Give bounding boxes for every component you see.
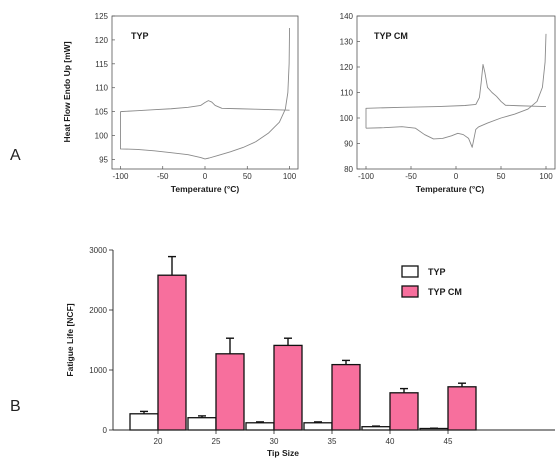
dsc-typ-curve-upper	[120, 100, 290, 113]
dsc-typ-cm-xtick-label: -100	[358, 172, 375, 181]
dsc-chart-typ: -100 -50 0 50 100 95 100 105 110 115 120 125 TYP Te…	[62, 12, 299, 194]
bar-xtick-label: 20	[154, 437, 163, 446]
bar-legend: TYP TYP CM	[401, 265, 462, 298]
dsc-typ-curves	[120, 27, 290, 160]
dsc-typ-cm-ytick-label: 120	[340, 63, 354, 72]
dsc-typ-cm-ytick-label: 90	[344, 140, 353, 149]
bar-typ-cm-30	[273, 344, 303, 431]
dsc-typ-cm-ytick-label: 80	[344, 165, 353, 174]
dsc-typ-cm-ytick-label: 140	[340, 12, 354, 21]
legend-label-typ: TYP	[428, 267, 446, 277]
dsc-typ-cm-title: TYP CM	[374, 31, 408, 41]
bar-ylabel: Fatigue Life [NCF]	[65, 303, 75, 376]
dsc-typ-ticks: -100 -50 0 50 100 95 100 105 110 115 120 125	[95, 12, 297, 181]
dsc-typ-cm-xtick-label: 50	[497, 172, 506, 181]
dsc-typ-cm-ticks: -100 -50 0 50 100 80 90 100 110 120 130 140	[340, 12, 554, 181]
dsc-typ-cm-ytick-label: 130	[340, 38, 354, 47]
bar-typ-35	[303, 422, 333, 431]
legend-swatch-typ-cm	[401, 285, 419, 298]
dsc-typ-ylabel: Heat Flow Endo Up [mW]	[62, 41, 72, 142]
dsc-typ-xtick-label: 100	[283, 172, 297, 181]
bar-xtick-label: 30	[270, 437, 279, 446]
dsc-typ-xtick-label: -100	[112, 172, 129, 181]
dsc-typ-ytick-label: 95	[99, 155, 108, 164]
dsc-typ-cm-ytick-label: 100	[340, 114, 354, 123]
panel-label-b: B	[10, 398, 21, 415]
dsc-typ-cm-curves	[365, 33, 547, 148]
bar-xtick-label: 25	[212, 437, 221, 446]
dsc-typ-cm-xtick-label: 100	[539, 172, 553, 181]
dsc-typ-title: TYP	[131, 31, 149, 41]
bar-typ-cm-25	[215, 353, 245, 431]
panel-label-a: A	[10, 147, 21, 164]
bar-ytick-label: 1000	[89, 366, 107, 375]
dsc-typ-xtick-label: 0	[203, 172, 208, 181]
bar-ytick-label: 3000	[89, 246, 107, 255]
bar-typ-25	[187, 417, 217, 431]
bar-ytick-label: 2000	[89, 306, 107, 315]
fatigue-bar-chart: 0 1000 2000 3000 20 25 30 35 40 45 Tip Size Fatig…	[65, 246, 555, 458]
legend-swatch-typ	[401, 265, 419, 278]
dsc-typ-ytick-label: 120	[95, 36, 109, 45]
bar-xtick-label: 35	[328, 437, 337, 446]
bar-xtick-label: 45	[444, 437, 453, 446]
bar-axes	[112, 250, 555, 431]
bar-typ-20	[129, 413, 159, 431]
bar-typ-cm-20	[157, 274, 187, 431]
dsc-typ-cm-xtick-label: -50	[405, 172, 417, 181]
bar-marks	[129, 255, 477, 431]
dsc-typ-cm-curve-upper	[365, 64, 547, 129]
bar-xtick-label: 40	[386, 437, 395, 446]
bar-typ-40	[361, 426, 391, 431]
legend-label-typ-cm: TYP CM	[428, 287, 462, 297]
bar-typ-cm-40	[389, 392, 419, 431]
dsc-typ-xtick-label: 50	[243, 172, 252, 181]
dsc-typ-xlabel: Temperature (°C)	[171, 184, 240, 194]
dsc-typ-ytick-label: 100	[95, 132, 109, 141]
dsc-typ-cm-xtick-label: 0	[454, 172, 459, 181]
dsc-typ-cm-curve-lower	[365, 33, 547, 148]
bar-ticks: 0 1000 2000 3000 20 25 30 35 40 45	[89, 246, 453, 446]
bar-xlabel: Tip Size	[267, 448, 299, 458]
bar-typ-30	[245, 422, 275, 431]
dsc-typ-ytick-label: 125	[95, 12, 109, 21]
dsc-typ-ytick-label: 105	[95, 108, 109, 117]
dsc-typ-ytick-label: 110	[95, 84, 108, 93]
bar-typ-cm-35	[331, 363, 361, 431]
dsc-typ-xtick-label: -50	[157, 172, 169, 181]
dsc-typ-curve-lower	[120, 27, 290, 160]
dsc-typ-ytick-label: 115	[95, 60, 108, 69]
bar-typ-cm-45	[447, 386, 477, 431]
dsc-typ-cm-xlabel: Temperature (°C)	[416, 184, 485, 194]
bar-ytick-label: 0	[103, 426, 108, 435]
dsc-typ-cm-ytick-label: 110	[340, 89, 353, 98]
